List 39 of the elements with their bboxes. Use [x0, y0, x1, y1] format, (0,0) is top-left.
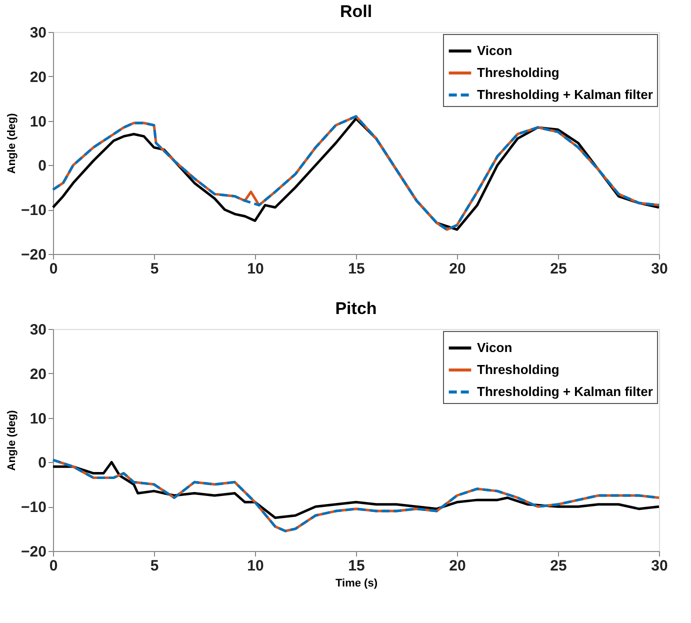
y-tick-label: 30 [30, 24, 46, 42]
y-tick-label: 30 [30, 322, 46, 338]
chart-title: Roll [340, 2, 372, 21]
legend-label: Vicon [477, 340, 512, 355]
x-tick-label: 25 [550, 558, 567, 574]
x-tick-label: 10 [247, 558, 264, 574]
y-axis-title: Angle (deg) [6, 112, 18, 174]
x-tick-label: 30 [651, 260, 668, 278]
x-tick-label: 0 [49, 558, 58, 574]
y-tick-label: −20 [21, 544, 46, 560]
x-axis-title: Time (s) [336, 578, 378, 590]
y-tick-label: −20 [21, 246, 46, 264]
x-tick-label: 0 [49, 260, 58, 278]
legend-label: Vicon [477, 43, 512, 58]
x-tick-label: 30 [651, 558, 668, 574]
y-tick-label: 10 [30, 410, 46, 428]
x-tick-label: 15 [348, 558, 365, 574]
y-tick-label: 0 [38, 158, 46, 175]
legend-label: Thresholding [477, 65, 560, 80]
x-tick-label: 10 [247, 260, 264, 278]
y-tick-label: −10 [21, 499, 46, 516]
y-tick-label: −10 [21, 202, 46, 220]
y-tick-label: 20 [30, 366, 46, 383]
line-series [52, 460, 660, 519]
x-tick-label: 5 [150, 260, 159, 278]
x-tick-label: 20 [449, 558, 466, 574]
x-tick-label: 25 [550, 260, 567, 278]
legend-label: Thresholding + Kalman filter [477, 87, 653, 102]
legend-label: Thresholding + Kalman filter [477, 384, 653, 399]
y-tick-label: 10 [30, 113, 46, 130]
y-tick-label: 20 [30, 68, 46, 86]
y-tick-label: 0 [38, 454, 46, 472]
x-tick-label: 20 [449, 260, 466, 278]
chart-title: Pitch [335, 299, 377, 318]
x-tick-label: 5 [150, 558, 159, 574]
legend-label: Thresholding [477, 362, 560, 377]
x-tick-label: 15 [348, 260, 365, 278]
line-series [52, 458, 660, 532]
y-axis-title: Angle (deg) [6, 410, 18, 471]
